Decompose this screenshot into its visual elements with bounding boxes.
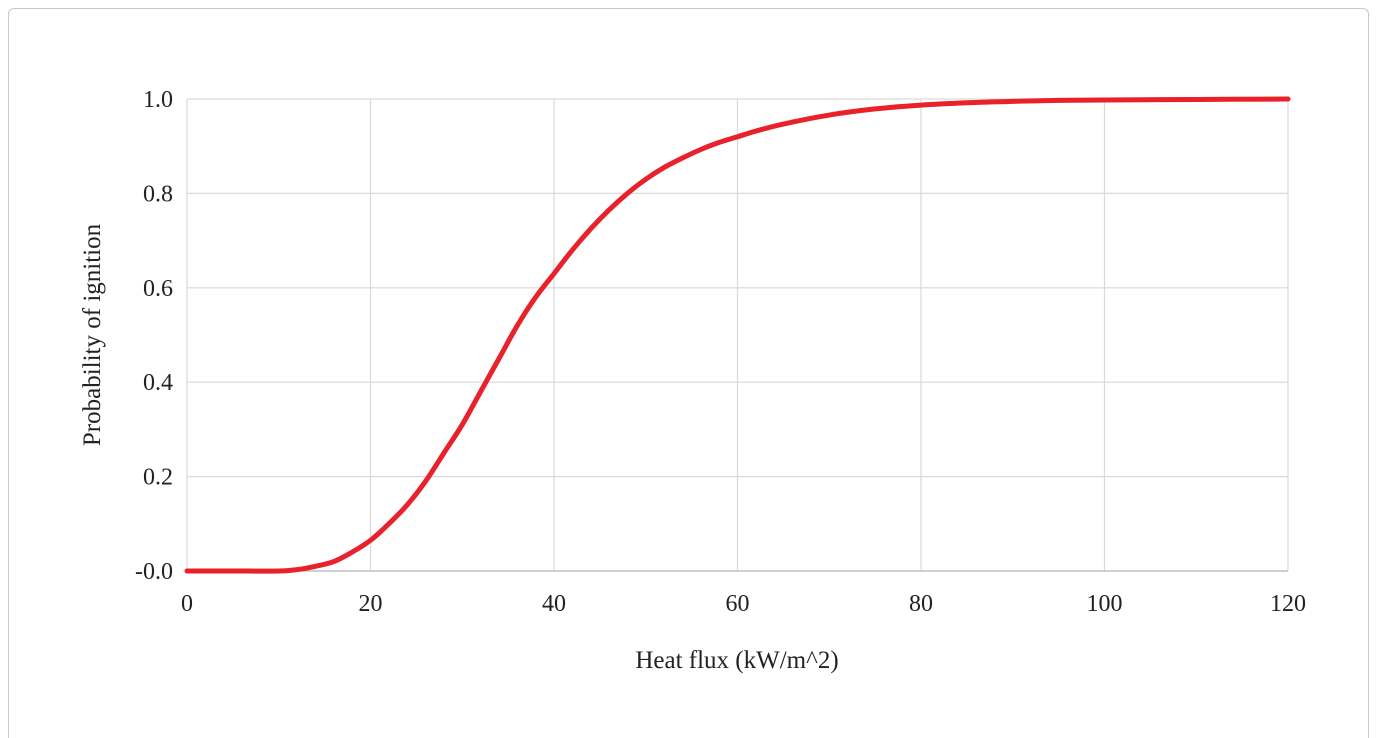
y-tick-label: 0.2 [143, 465, 173, 491]
axes [186, 99, 1288, 572]
x-axis-title: Heat flux (kW/m^2) [635, 647, 838, 674]
y-tick-label: 0.4 [143, 370, 173, 396]
x-tick-labels: 0 20 40 60 80 100 120 [181, 591, 1306, 617]
x-tick-label: 20 [359, 591, 383, 617]
x-tick-label: 0 [181, 591, 193, 617]
series-layer [184, 96, 1291, 574]
x-tick-label: 40 [542, 591, 566, 617]
y-tick-labels: -0.0 0.2 0.4 0.6 0.8 1.0 [135, 87, 173, 585]
x-tick-label: 120 [1270, 591, 1306, 617]
y-axis-title: Probability of ignition [79, 223, 106, 446]
x-tick-label: 100 [1087, 591, 1123, 617]
x-tick-label: 80 [909, 591, 933, 617]
y-tick-label: -0.0 [135, 559, 173, 585]
chart-frame [8, 8, 1369, 738]
probability-curve [184, 96, 1291, 574]
y-tick-label: 0.6 [143, 276, 173, 302]
y-tick-label: 1.0 [143, 87, 173, 113]
grid-lines [187, 98, 1289, 571]
y-tick-label: 0.8 [143, 181, 173, 207]
x-tick-label: 60 [726, 591, 750, 617]
